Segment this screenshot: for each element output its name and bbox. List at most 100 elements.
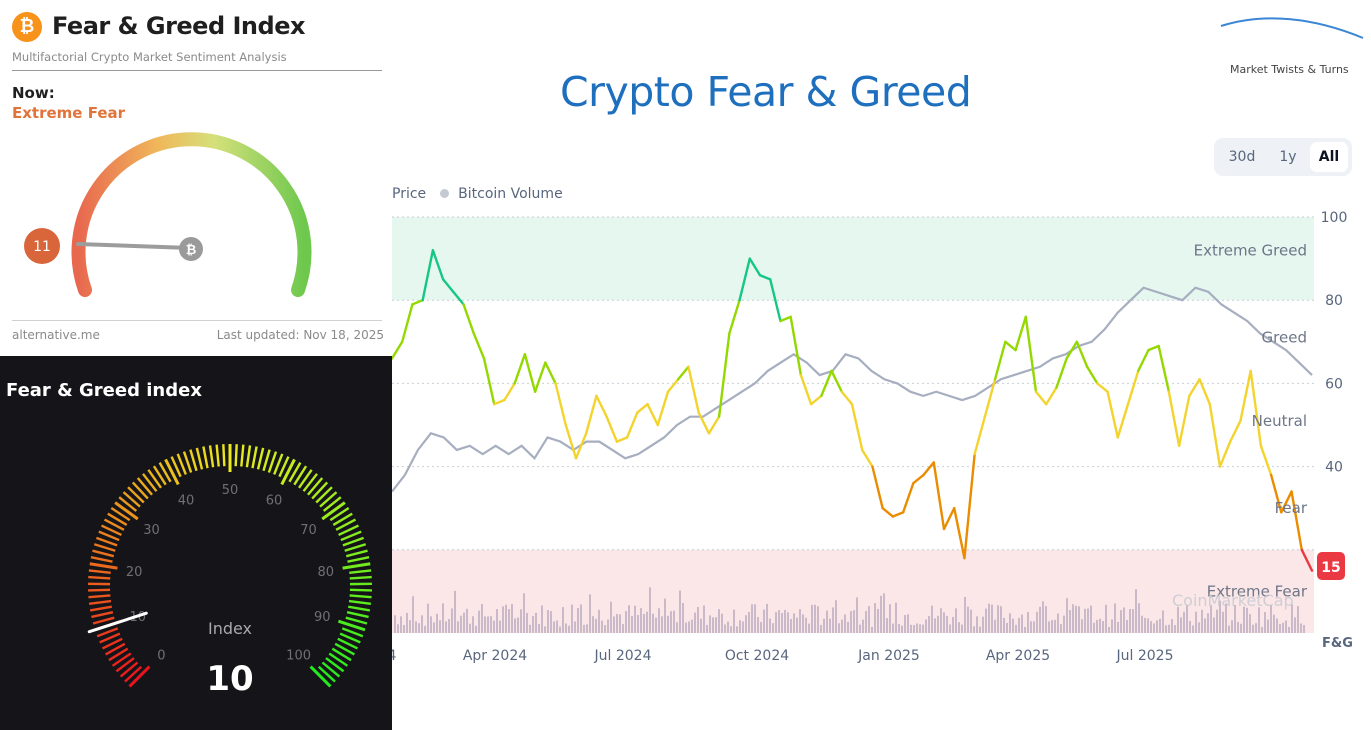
gauge-tick [298,469,313,489]
fg-segment [392,340,404,360]
fg-segment [1055,357,1068,389]
volume-bar [577,608,579,633]
volume-bar [1249,614,1251,633]
x-tick-label: 4 [392,648,397,664]
fg-segment [462,303,475,335]
fg-segment [574,432,588,460]
volume-bar [688,621,690,633]
gauge-tick-label: 90 [314,610,331,625]
fg-segment [1085,365,1099,385]
swoosh-icon [1220,17,1364,39]
volume-bar [781,612,783,633]
gauge-tick [103,518,125,531]
volume-bar [1261,626,1263,633]
fg-segment [1147,344,1160,352]
volume-bar [640,608,642,633]
volume-bar [727,621,729,633]
gauge-tick [273,453,284,475]
fg-segment [1259,444,1273,477]
source-link[interactable]: alternative.me [12,328,100,342]
volume-bar [1093,622,1095,633]
volume-bar [556,620,558,633]
volume-bar [961,624,963,633]
volume-bar [712,617,714,633]
volume-bar [568,625,570,633]
gauge-tick [88,569,111,575]
fg-segment [401,303,414,344]
gauge-tick [267,451,278,473]
volume-bar [415,621,417,633]
speedometer-gauge: 0102030405060708090100 Index 10 [87,444,373,699]
gauge-tick [136,477,153,496]
fg-segment [585,394,598,435]
volume-bar [877,608,879,633]
fg-segment [595,394,608,418]
axis-footer: F&G [1322,636,1353,651]
volume-bar [829,618,831,633]
fg-segment [1218,440,1232,468]
volume-bar [634,605,636,633]
volume-bar [613,616,615,633]
gauge-tick [280,458,296,486]
volume-bar [880,595,882,633]
volume-bar [901,625,903,633]
range-30d-button[interactable]: 30d [1228,149,1256,165]
fg-segment [503,382,516,402]
volume-bar [859,624,861,633]
volume-bar [928,615,930,633]
gauge-tick [98,530,120,542]
volume-bar [505,604,507,633]
volume-bar [886,618,888,633]
volume-bar [619,614,621,633]
volume-bar [430,616,432,633]
volume-bar [1270,605,1272,633]
fg-segment [1280,490,1293,514]
volume-bar [1276,618,1278,633]
volume-bar [622,624,624,633]
volume-bar [958,622,960,633]
legend-price[interactable]: Price [392,186,427,202]
gauge-tick-label: 70 [300,523,317,538]
gauge-tick [331,647,352,662]
volume-bar [736,626,738,633]
range-1y-button[interactable]: 1y [1279,149,1297,165]
volume-bar [1279,624,1281,633]
volume-bar [772,623,774,633]
volume-bar [850,611,852,633]
volume-bar [862,619,864,633]
gauge-needle [87,611,148,634]
fg-segment [1290,490,1303,551]
y-tick-label: 60 [1325,376,1343,392]
volume-bar [1273,614,1275,633]
legend-volume[interactable]: Bitcoin Volume [458,186,563,202]
gauge-tick [189,449,198,472]
volume-bar [802,614,804,633]
volume-bar [1210,605,1212,633]
gauge-tick [93,543,116,552]
volume-bar [952,616,954,633]
range-all-button[interactable]: All [1310,142,1348,172]
volume-bar [592,616,594,633]
volume-bar [769,618,771,633]
volume-bar [637,615,639,633]
volume-bar [922,624,924,633]
volume-bar [1213,617,1215,633]
svg-text:₿: ₿ [186,243,197,258]
divider [12,320,382,321]
x-tick-label: Jul 2025 [1116,648,1174,664]
volume-bar [1300,623,1302,633]
volume-bar [649,587,651,633]
volume-bar [1036,611,1038,633]
gauge-tick [182,451,193,473]
volume-bar [739,620,741,633]
gauge-tick [302,473,318,492]
volume-bar [1291,604,1293,633]
volume-bar [604,625,606,633]
volume-bar [451,608,453,633]
gauge-tick [321,661,341,678]
volume-bar [1021,614,1023,633]
volume-bar [409,620,411,633]
volume-bar [1255,623,1257,633]
y-tick-label: 40 [1325,460,1343,476]
volume-bar [643,613,645,633]
